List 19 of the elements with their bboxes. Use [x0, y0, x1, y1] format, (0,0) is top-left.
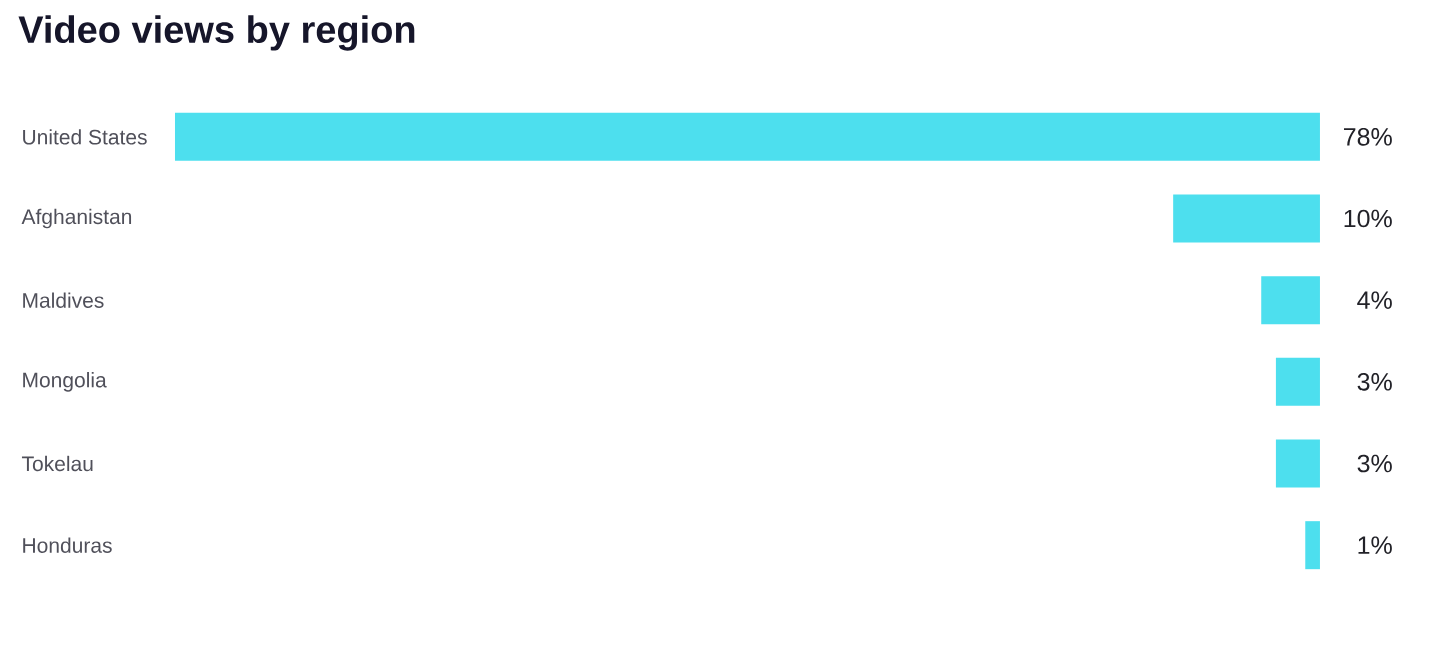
chart-title: Video views by region — [18, 15, 415, 51]
bar — [1275, 439, 1320, 488]
data-label: 78% — [1343, 127, 1392, 146]
bar — [1275, 357, 1320, 406]
y-tick-label: Honduras — [23, 537, 112, 553]
data-label: 10% — [1344, 209, 1392, 228]
bar — [1173, 194, 1320, 243]
y-tick-label: Maldives — [23, 292, 104, 308]
data-label: 3% — [1357, 454, 1392, 473]
y-tick-label: United States — [23, 129, 147, 145]
y-tick-label: Mongolia — [23, 372, 107, 392]
bar — [174, 112, 1320, 161]
bar — [1305, 521, 1320, 570]
data-label: 4% — [1357, 291, 1392, 309]
y-tick-label: Tokelau — [21, 455, 93, 472]
bar — [1261, 276, 1320, 325]
y-tick-label: Afghanistan — [21, 208, 132, 229]
data-label: 3% — [1357, 372, 1392, 391]
data-label: 1% — [1358, 536, 1392, 554]
